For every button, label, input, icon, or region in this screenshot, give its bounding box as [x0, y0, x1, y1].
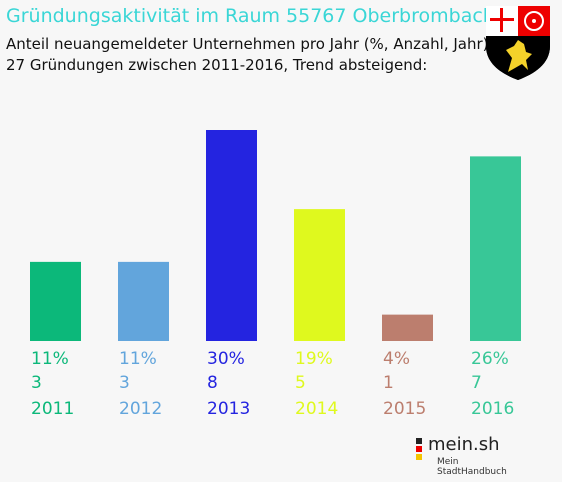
year-label-2012: 2012	[119, 399, 162, 419]
count-label-2012: 3	[119, 373, 130, 393]
percent-label-2016: 26%	[471, 349, 509, 369]
percent-label-2013: 30%	[207, 349, 245, 369]
year-label-2015: 2015	[383, 399, 426, 419]
bar-2011	[30, 261, 81, 341]
chart-summary: 27 Gründungen zwischen 2011-2016, Trend …	[6, 56, 428, 74]
chart-title: Gründungsaktivität im Raum 55767 Oberbro…	[6, 5, 495, 27]
logo-tagline: Mein StadtHandbuch	[437, 457, 507, 477]
count-label-2016: 7	[471, 373, 482, 393]
bar-2012	[118, 261, 169, 341]
percent-label-2012: 11%	[119, 349, 157, 369]
logo-name: mein.sh	[428, 434, 500, 455]
percent-label-2011: 11%	[31, 349, 69, 369]
count-label-2013: 8	[207, 373, 218, 393]
percent-label-2014: 19%	[295, 349, 333, 369]
bar-2013	[206, 130, 257, 341]
bar-2015	[382, 314, 433, 341]
count-label-2011: 3	[31, 373, 42, 393]
year-label-2011: 2011	[31, 399, 74, 419]
bar-2014	[294, 209, 345, 341]
bar-2016	[470, 156, 521, 341]
count-label-2015: 1	[383, 373, 394, 393]
coat-of-arms-icon	[486, 6, 550, 80]
year-label-2013: 2013	[207, 399, 250, 419]
count-label-2014: 5	[295, 373, 306, 393]
year-label-2014: 2014	[295, 399, 338, 419]
chart-subtitle: Anteil neuangemeldeter Unternehmen pro J…	[6, 35, 489, 53]
year-label-2016: 2016	[471, 399, 514, 419]
meinsh-logo: mein.sh Mein StadtHandbuch	[416, 434, 526, 477]
percent-label-2015: 4%	[383, 349, 410, 369]
